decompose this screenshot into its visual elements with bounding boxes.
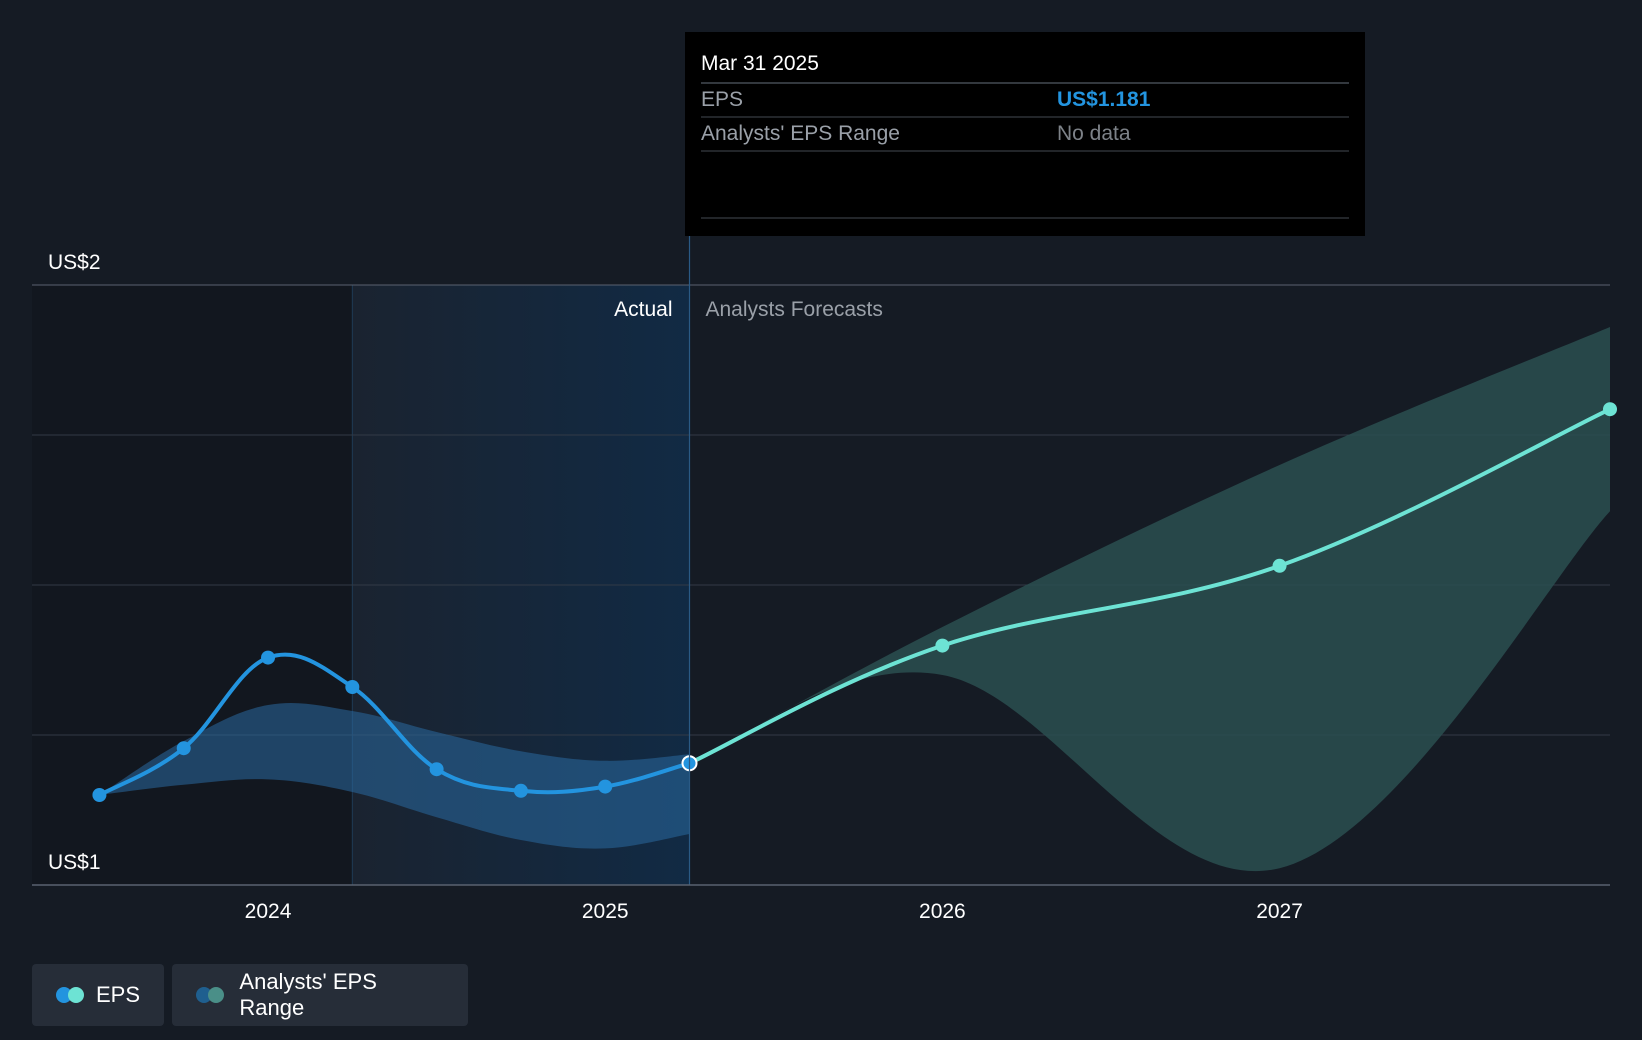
- eps-lines: [97, 407, 1612, 797]
- forecast-label: Analysts Forecasts: [706, 298, 883, 321]
- legend-eps-label: EPS: [95, 982, 140, 1007]
- x-tick-label: 2026: [919, 900, 966, 923]
- legend-eps[interactable]: EPS: [32, 964, 164, 1026]
- tooltip-row-label: EPS: [701, 88, 743, 111]
- axes: 2024 2025 2026 2027 US$2 US$1 Actual Analysts F…: [32, 236, 1610, 923]
- eps-point: [429, 762, 444, 777]
- legend-range-label: Analysts' EPS Range: [239, 969, 377, 1020]
- eps-chart: 2024 2025 2026 2027 US$2 US$1 Actual Analysts F…: [32, 32, 1617, 923]
- eps-forecast-line: [687, 407, 1612, 766]
- x-tick-label: 2024: [245, 900, 292, 923]
- tooltip-row-value: US$1.181: [1057, 88, 1151, 111]
- eps-point: [935, 638, 950, 653]
- tooltip-row-value: No data: [1057, 122, 1131, 145]
- eps-actual-line: [97, 652, 692, 797]
- legend-analysts-range[interactable]: Analysts' EPS Range: [172, 964, 468, 1026]
- eps-point: [92, 788, 107, 802]
- tooltip: Mar 31 2025 EPS US$1.181 Analysts' EPS Rang…: [685, 32, 1365, 236]
- eps-point: [261, 650, 276, 665]
- actual-range-band: [99, 702, 690, 849]
- eps-point: [1272, 558, 1287, 573]
- tooltip-date: Mar 31 2025: [701, 52, 819, 75]
- tooltip-row-label: Analysts' EPS Range: [701, 122, 900, 145]
- y-tick-label: US$2: [48, 251, 101, 274]
- eps-legend-icon: [56, 987, 84, 1003]
- eps-point: [176, 741, 191, 756]
- eps-point: [345, 680, 360, 694]
- eps-point: [1603, 402, 1617, 417]
- eps-point: [598, 779, 613, 794]
- range-legend-icon: [196, 987, 227, 1003]
- x-tick-label: 2025: [582, 900, 629, 923]
- y-tick-label: US$1: [48, 851, 101, 874]
- x-tick-label: 2027: [1256, 900, 1303, 923]
- eps-point: [513, 783, 528, 798]
- tooltip-box: [685, 32, 1365, 236]
- actual-label: Actual: [614, 298, 672, 321]
